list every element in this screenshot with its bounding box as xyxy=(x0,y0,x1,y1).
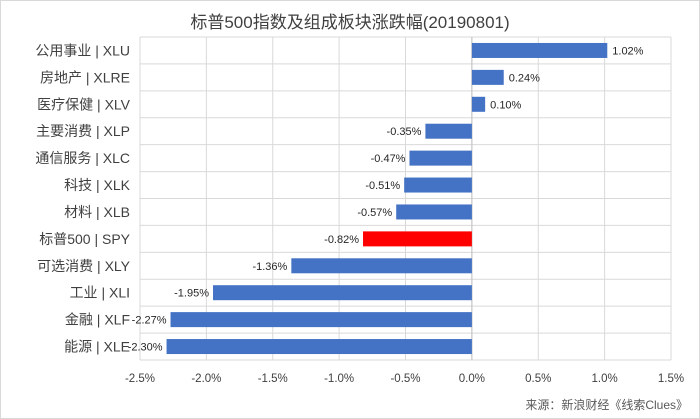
data-label: -2.30% xyxy=(128,342,163,354)
source-note: 来源：新浪财经《线索Clues》 xyxy=(525,398,688,412)
category-label: 主要消费 | XLP xyxy=(36,123,130,139)
x-tick-label: -1.5% xyxy=(258,373,288,385)
bar xyxy=(396,204,472,220)
x-tick-label: 1.0% xyxy=(592,373,618,385)
category-label: 能源 | XLE xyxy=(64,339,130,355)
category-label: 标普500 | SPY xyxy=(39,231,130,247)
label-layer: -2.5% -2.0% -1.5% -1.0% -0.5% 0.0% 0.5% 1.0% 1.5… xyxy=(35,42,684,385)
x-tick-label: -2.0% xyxy=(191,373,221,385)
category-label: 房地产 | XLRE xyxy=(40,69,130,85)
x-tick-label: -1.0% xyxy=(324,373,354,385)
x-tick-label: 1.5% xyxy=(658,373,684,385)
bar xyxy=(409,150,472,166)
bar xyxy=(166,339,472,355)
bar xyxy=(471,42,608,58)
data-label: 0.10% xyxy=(490,99,521,111)
data-label: -1.36% xyxy=(252,261,287,273)
category-label: 医疗保健 | XLV xyxy=(37,96,131,112)
grid-layer xyxy=(139,36,672,361)
bar xyxy=(425,123,472,139)
bar xyxy=(170,312,472,328)
x-tick-label: 0.5% xyxy=(525,373,551,385)
x-tick-label: 0.0% xyxy=(459,373,485,385)
data-label: -1.95% xyxy=(174,288,209,300)
category-label: 科技 | XLK xyxy=(64,177,131,193)
data-label: -0.51% xyxy=(365,180,400,192)
data-label: 0.24% xyxy=(509,72,540,84)
category-label: 公用事业 | XLU xyxy=(35,42,130,58)
bar xyxy=(471,96,486,112)
bar xyxy=(471,69,504,85)
x-tick-label: -0.5% xyxy=(390,373,420,385)
data-label: -0.82% xyxy=(324,234,359,246)
data-label: -2.27% xyxy=(132,315,167,327)
data-label: -0.57% xyxy=(357,207,392,219)
bar xyxy=(363,231,472,247)
bar xyxy=(291,258,472,274)
bar xyxy=(213,285,472,301)
category-label: 通信服务 | XLC xyxy=(35,150,130,166)
category-label: 工业 | XLI xyxy=(70,285,130,301)
data-label: -0.35% xyxy=(387,126,422,138)
category-label: 材料 | XLB xyxy=(64,204,130,220)
category-label: 金融 | XLF xyxy=(65,312,130,328)
data-label: 1.02% xyxy=(612,45,643,57)
bar-layer xyxy=(166,42,608,355)
x-tick-label: -2.5% xyxy=(125,373,155,385)
chart-title: 标普500指数及组成板块涨跌幅(20190801) xyxy=(190,13,510,32)
category-label: 可选消费 | XLY xyxy=(37,258,131,274)
data-label: -0.47% xyxy=(371,153,406,165)
bar xyxy=(404,177,472,193)
